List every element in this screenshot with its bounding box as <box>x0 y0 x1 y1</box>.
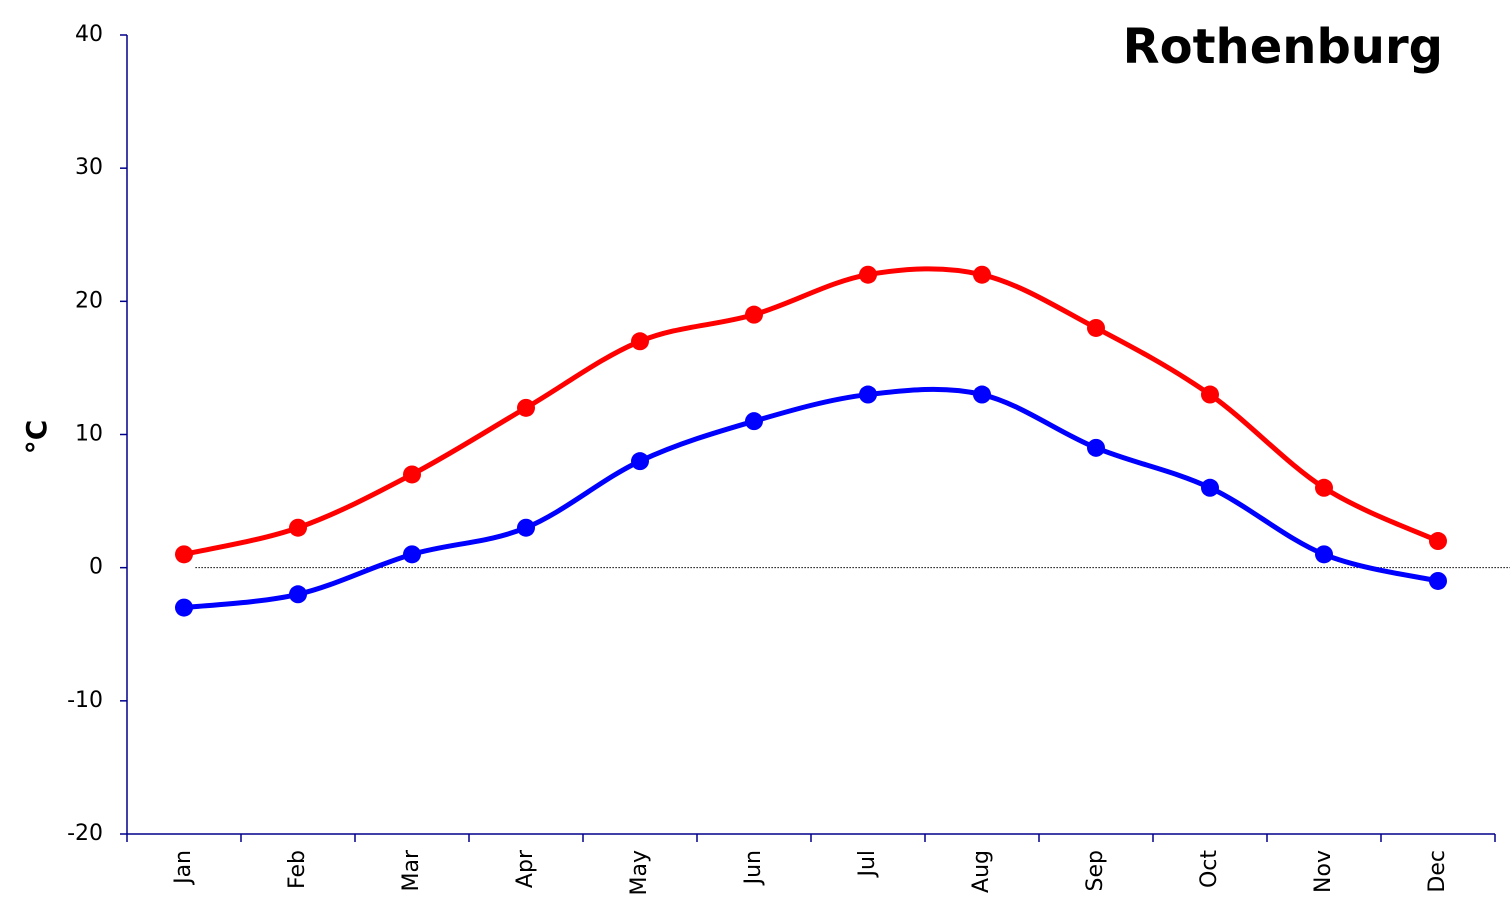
data-point <box>403 545 421 564</box>
data-point <box>1201 478 1219 497</box>
x-tick-label: Sep <box>1083 850 1108 891</box>
data-point <box>1315 478 1333 497</box>
y-tick-label: -20 <box>67 821 103 846</box>
x-tick-label: May <box>627 850 652 895</box>
y-tick-label: 30 <box>75 155 103 180</box>
y-tick-label: 40 <box>75 22 103 47</box>
data-point <box>973 265 991 284</box>
data-point <box>745 412 763 431</box>
data-point <box>745 305 763 324</box>
data-point <box>631 332 649 351</box>
data-point <box>517 398 535 417</box>
data-point <box>289 518 307 537</box>
data-point <box>175 545 193 564</box>
x-tick-label: Feb <box>285 850 310 889</box>
y-tick-label: -10 <box>67 688 103 713</box>
y-axis-label: °C <box>20 420 53 455</box>
y-tick-label: 0 <box>89 555 103 580</box>
x-tick-label: Dec <box>1425 850 1450 893</box>
data-point <box>403 465 421 484</box>
data-point <box>859 385 877 404</box>
x-tick-label: Nov <box>1311 850 1336 893</box>
x-tick-label: Jun <box>741 850 766 886</box>
y-tick-label: 20 <box>75 288 103 313</box>
data-point <box>517 518 535 537</box>
data-point <box>1087 318 1105 337</box>
data-point <box>1429 532 1447 551</box>
x-tick-label: Oct <box>1197 850 1222 888</box>
chart-title: Rothenburg <box>1123 19 1443 75</box>
x-tick-label: Jul <box>855 850 880 879</box>
data-point <box>1315 545 1333 564</box>
data-point <box>859 265 877 284</box>
data-point <box>1429 571 1447 590</box>
x-tick-label: Jan <box>171 850 196 886</box>
data-point <box>1087 438 1105 457</box>
data-point <box>289 585 307 604</box>
data-point <box>1201 385 1219 404</box>
series-line <box>183 386 1439 611</box>
x-tick-label: Mar <box>399 849 424 891</box>
x-tick-label: Aug <box>969 850 994 893</box>
data-point <box>175 598 193 617</box>
y-tick-label: 10 <box>75 422 103 447</box>
data-point <box>973 385 991 404</box>
data-point <box>631 452 649 471</box>
x-tick-label: Apr <box>513 849 538 888</box>
